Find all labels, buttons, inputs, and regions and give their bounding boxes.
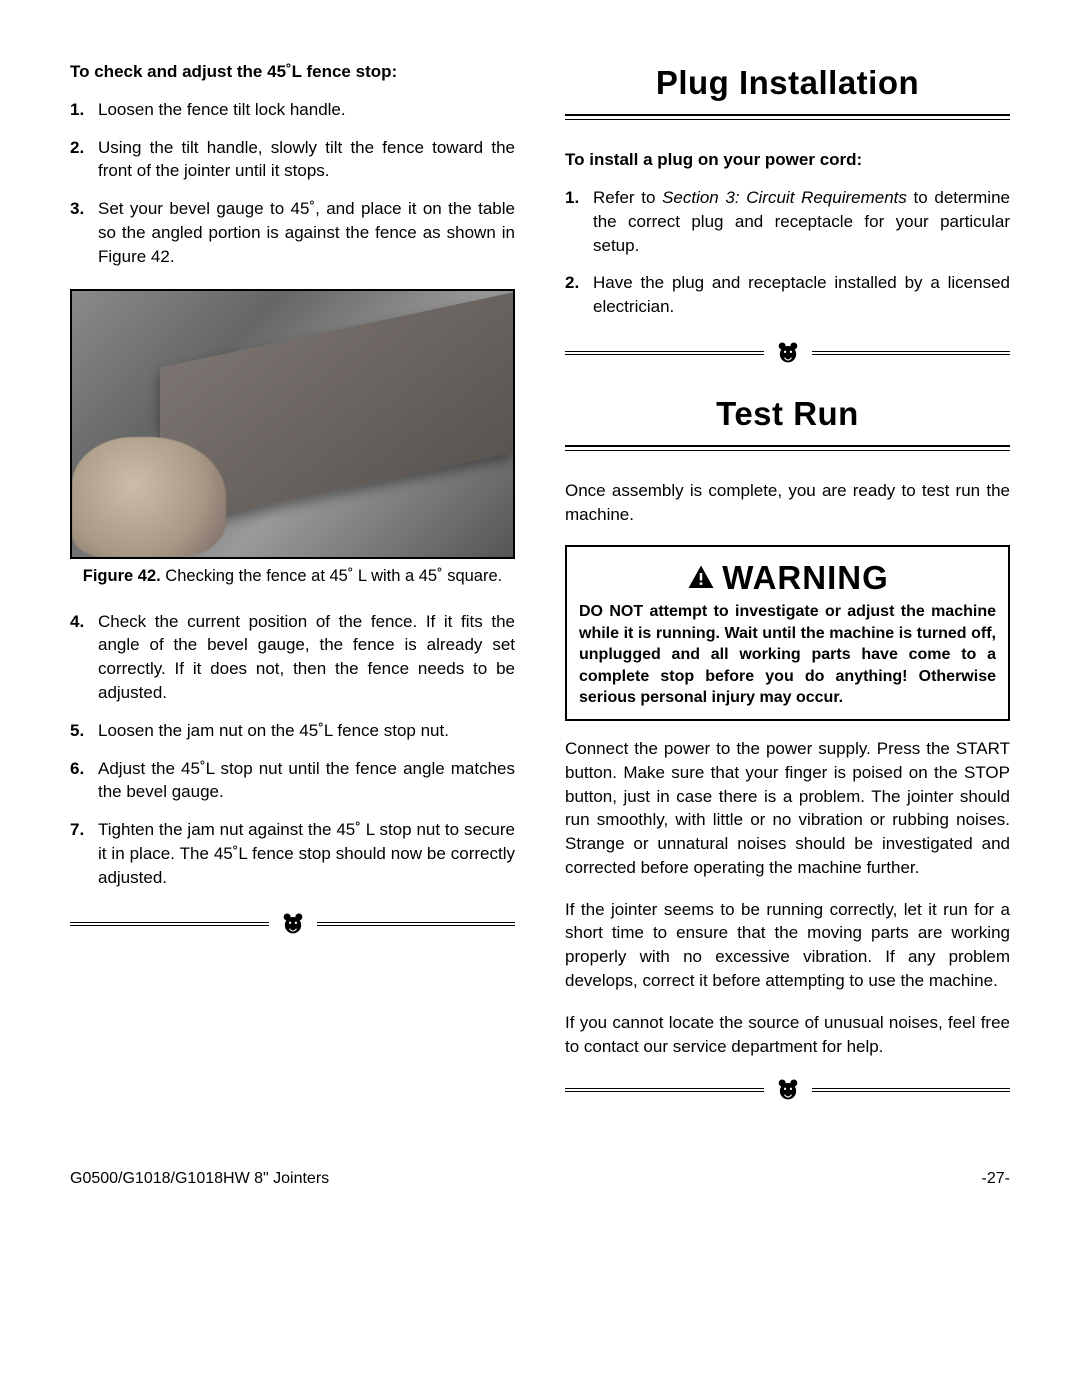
divider-line bbox=[812, 1088, 1011, 1092]
warning-triangle-icon bbox=[686, 563, 716, 593]
list-item: 1.Loosen the fence tilt lock handle. bbox=[70, 98, 515, 122]
list-item: 6.Adjust the 45˚L stop nut until the fen… bbox=[70, 757, 515, 805]
step-number: 2. bbox=[565, 271, 593, 319]
fence-steps-1-3: 1.Loosen the fence tilt lock handle. 2.U… bbox=[70, 98, 515, 269]
list-item: 3.Set your bevel gauge to 45˚, and place… bbox=[70, 197, 515, 268]
plug-installation-title: Plug Installation bbox=[565, 60, 1010, 106]
warning-body: DO NOT attempt to investigate or adjust … bbox=[579, 601, 996, 709]
footer-page-number: -27- bbox=[982, 1168, 1010, 1190]
fence-steps-4-7: 4.Check the current position of the fenc… bbox=[70, 610, 515, 890]
list-item: 1.Refer to Section 3: Circuit Requiremen… bbox=[565, 186, 1010, 257]
step-number: 7. bbox=[70, 818, 98, 889]
test-run-para-3: If you cannot locate the source of unusu… bbox=[565, 1011, 1010, 1059]
step-text: Adjust the 45˚L stop nut until the fence… bbox=[98, 757, 515, 805]
list-item: 2.Using the tilt handle, slowly tilt the… bbox=[70, 136, 515, 184]
footer-model-info: G0500/G1018/G1018HW 8" Jointers bbox=[70, 1168, 329, 1190]
step-number: 6. bbox=[70, 757, 98, 805]
page-columns: To check and adjust the 45˚L fence stop:… bbox=[70, 60, 1010, 1128]
step-number: 1. bbox=[565, 186, 593, 257]
list-item: 5.Loosen the jam nut on the 45˚L fence s… bbox=[70, 719, 515, 743]
warning-box: WARNING DO NOT attempt to investigate or… bbox=[565, 545, 1010, 721]
list-item: 4.Check the current position of the fenc… bbox=[70, 610, 515, 705]
page-footer: G0500/G1018/G1018HW 8" Jointers -27- bbox=[70, 1168, 1010, 1190]
divider-line bbox=[70, 922, 269, 926]
divider-line bbox=[812, 351, 1011, 355]
section-divider bbox=[565, 339, 1010, 367]
test-run-para-2: If the jointer seems to be running corre… bbox=[565, 898, 1010, 993]
step-text: Check the current position of the fence.… bbox=[98, 610, 515, 705]
step-number: 2. bbox=[70, 136, 98, 184]
step-text: Have the plug and receptacle installed b… bbox=[593, 271, 1010, 319]
list-item: 2.Have the plug and receptacle installed… bbox=[565, 271, 1010, 319]
step-text: Tighten the jam nut against the 45˚ L st… bbox=[98, 818, 515, 889]
step-text: Loosen the fence tilt lock handle. bbox=[98, 98, 515, 122]
step-number: 3. bbox=[70, 197, 98, 268]
divider-line bbox=[317, 922, 516, 926]
step-text: Using the tilt handle, slowly tilt the f… bbox=[98, 136, 515, 184]
step-number: 4. bbox=[70, 610, 98, 705]
plug-steps: 1.Refer to Section 3: Circuit Requiremen… bbox=[565, 186, 1010, 319]
plug-install-heading: To install a plug on your power cord: bbox=[565, 148, 1010, 172]
right-column: Plug Installation To install a plug on y… bbox=[565, 60, 1010, 1128]
list-item: 7.Tighten the jam nut against the 45˚ L … bbox=[70, 818, 515, 889]
section-divider bbox=[70, 910, 515, 938]
test-run-para-1: Connect the power to the power supply. P… bbox=[565, 737, 1010, 880]
bear-logo-icon bbox=[774, 339, 802, 367]
figure-42-image bbox=[70, 289, 515, 559]
left-column: To check and adjust the 45˚L fence stop:… bbox=[70, 60, 515, 1128]
test-run-title: Test Run bbox=[565, 391, 1010, 437]
divider-line bbox=[565, 1088, 764, 1092]
bear-logo-icon bbox=[279, 910, 307, 938]
warning-title: WARNING bbox=[579, 555, 996, 601]
fence-check-heading: To check and adjust the 45˚L fence stop: bbox=[70, 60, 515, 84]
test-run-intro: Once assembly is complete, you are ready… bbox=[565, 479, 1010, 527]
divider-line bbox=[565, 351, 764, 355]
bear-logo-icon bbox=[774, 1076, 802, 1104]
title-rule bbox=[565, 114, 1010, 120]
step-text: Refer to Section 3: Circuit Requirements… bbox=[593, 186, 1010, 257]
figure-42-caption: Figure 42. Checking the fence at 45˚ L w… bbox=[70, 565, 515, 588]
step-text: Loosen the jam nut on the 45˚L fence sto… bbox=[98, 719, 515, 743]
step-number: 5. bbox=[70, 719, 98, 743]
step-number: 1. bbox=[70, 98, 98, 122]
title-rule bbox=[565, 445, 1010, 451]
step-text: Set your bevel gauge to 45˚, and place i… bbox=[98, 197, 515, 268]
section-divider bbox=[565, 1076, 1010, 1104]
